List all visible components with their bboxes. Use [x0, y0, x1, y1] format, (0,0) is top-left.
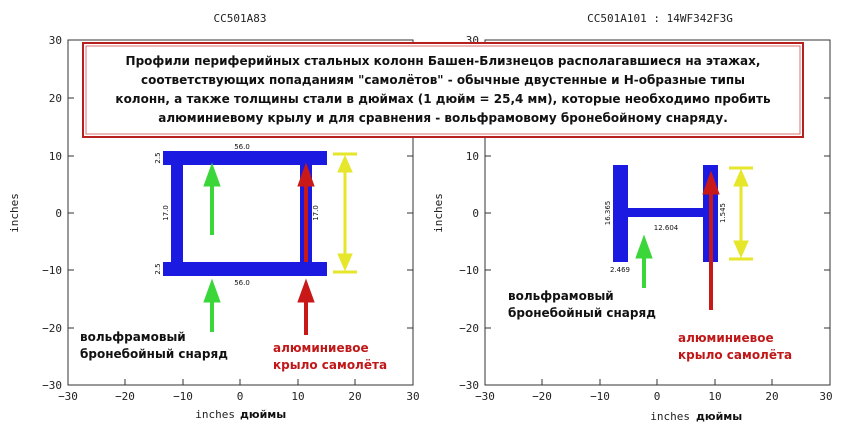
left-x-tick-m20: −20 — [115, 390, 135, 403]
right-x-ticks — [541, 379, 773, 385]
right-wing-label-line2: крыло самолёта — [678, 348, 792, 362]
caption-banner: Профили периферийных стальных колонн Баш… — [82, 42, 804, 138]
left-dimension-marker — [333, 152, 357, 274]
left-tungsten-label-line1: вольфрамовый — [80, 330, 186, 344]
left-x-tick-0: 0 — [237, 390, 244, 403]
left-y-tick-10: 10 — [49, 150, 62, 163]
left-wing-arrow-bottom — [297, 278, 315, 335]
left-tungsten-label-line2: бронебойный снаряд — [80, 347, 228, 361]
left-y-tick-0: 0 — [55, 207, 62, 220]
left-tungsten-arrow-bottom — [203, 278, 221, 332]
box-dim-left-web: 17.0 — [162, 205, 170, 221]
left-y-tick-m30: −30 — [42, 379, 62, 392]
caption-banner-inner-frame — [85, 45, 801, 135]
left-plot-title: CC501A83 — [214, 12, 267, 25]
caption-banner-frame — [82, 42, 804, 138]
left-x-axis-label: inches — [195, 408, 235, 421]
left-x-tick-10: 10 — [291, 390, 304, 403]
right-wing-label-line1: алюминиевое — [678, 331, 774, 345]
h-left-flange — [613, 165, 628, 262]
right-x-tick-30: 30 — [819, 390, 832, 403]
right-tungsten-label-line2: бронебойный снаряд — [508, 306, 656, 320]
left-y-tick-20: 20 — [49, 92, 62, 105]
left-y-axis-label: inches — [8, 193, 21, 233]
h-dim-flange-thickness: 2.469 — [610, 266, 630, 274]
right-x-tick-20: 20 — [765, 390, 778, 403]
right-tungsten-arrow — [635, 234, 653, 288]
right-wing-arrow — [702, 170, 720, 310]
left-wing-arrow-top — [297, 162, 315, 262]
left-wing-label-line1: алюминиевое — [273, 341, 369, 355]
box-left-web — [171, 151, 183, 276]
caption-line-1: Профили периферийных стальных колонн Баш… — [126, 54, 761, 68]
right-y-axis-label: inches — [432, 193, 445, 233]
right-x-tick-10: 10 — [708, 390, 721, 403]
box-dim-bottom-flange: 2.5 — [154, 263, 162, 274]
left-wing-label-line2: крыло самолёта — [273, 358, 387, 372]
left-x-tick-30: 30 — [406, 390, 419, 403]
h-column — [613, 165, 718, 262]
caption-line-4: алюминиевому крылу и для сравнения - вол… — [158, 111, 728, 125]
left-x-tick-m30: −30 — [58, 390, 78, 403]
left-x-axis-label-ru: дюймы — [240, 408, 286, 421]
right-y-tick-m10: −10 — [459, 264, 479, 277]
caption-line-2: соответствующих попаданиям "самолётов" -… — [141, 73, 745, 87]
right-x-tick-0: 0 — [654, 390, 661, 403]
right-plot-title: CC501A101 : 14WF342F3G — [587, 12, 733, 25]
right-x-tick-m20: −20 — [532, 390, 552, 403]
left-y-tick-m20: −20 — [42, 322, 62, 335]
right-tungsten-label-line1: вольфрамовый — [508, 289, 614, 303]
left-x-ticks — [124, 379, 356, 385]
left-tungsten-arrow-top — [203, 162, 221, 235]
right-y-tick-m30: −30 — [459, 379, 479, 392]
left-plot: CC501A83 30 20 10 0 −10 −20 −30 −30 −20 … — [8, 12, 420, 421]
caption-line-3: колонн, а также толщины стали в дюймах (… — [115, 92, 771, 106]
left-y-tick-30: 30 — [49, 34, 62, 47]
box-dim-top-flange: 2.5 — [154, 152, 162, 163]
right-y-tick-0: 0 — [472, 207, 479, 220]
right-x-tick-m30: −30 — [475, 390, 495, 403]
box-column — [163, 151, 327, 276]
right-x-axis-label-ru: дюймы — [696, 410, 742, 423]
right-y-tick-10: 10 — [466, 150, 479, 163]
h-dim-left-flange: 16.365 — [604, 201, 612, 226]
h-dim-web: 12.604 — [654, 224, 679, 232]
left-x-tick-m10: −10 — [173, 390, 193, 403]
left-y-tick-m10: −10 — [42, 264, 62, 277]
right-y-tick-m20: −20 — [459, 322, 479, 335]
box-top-flange — [163, 151, 327, 165]
right-x-axis-label: inches — [650, 410, 690, 423]
box-dim-right-web: 17.0 — [312, 205, 320, 221]
right-x-tick-m10: −10 — [590, 390, 610, 403]
right-dimension-marker — [729, 166, 753, 261]
h-web — [628, 208, 703, 217]
box-dim-bottom-width: 56.0 — [234, 279, 250, 287]
h-dim-right-flange: 1.545 — [719, 203, 727, 223]
box-bottom-flange — [163, 262, 327, 276]
right-plot: CC501A101 : 14WF342F3G 30 20 10 0 −10 −2… — [432, 12, 833, 423]
left-x-tick-20: 20 — [348, 390, 361, 403]
box-dim-top-width: 56.0 — [234, 143, 250, 151]
